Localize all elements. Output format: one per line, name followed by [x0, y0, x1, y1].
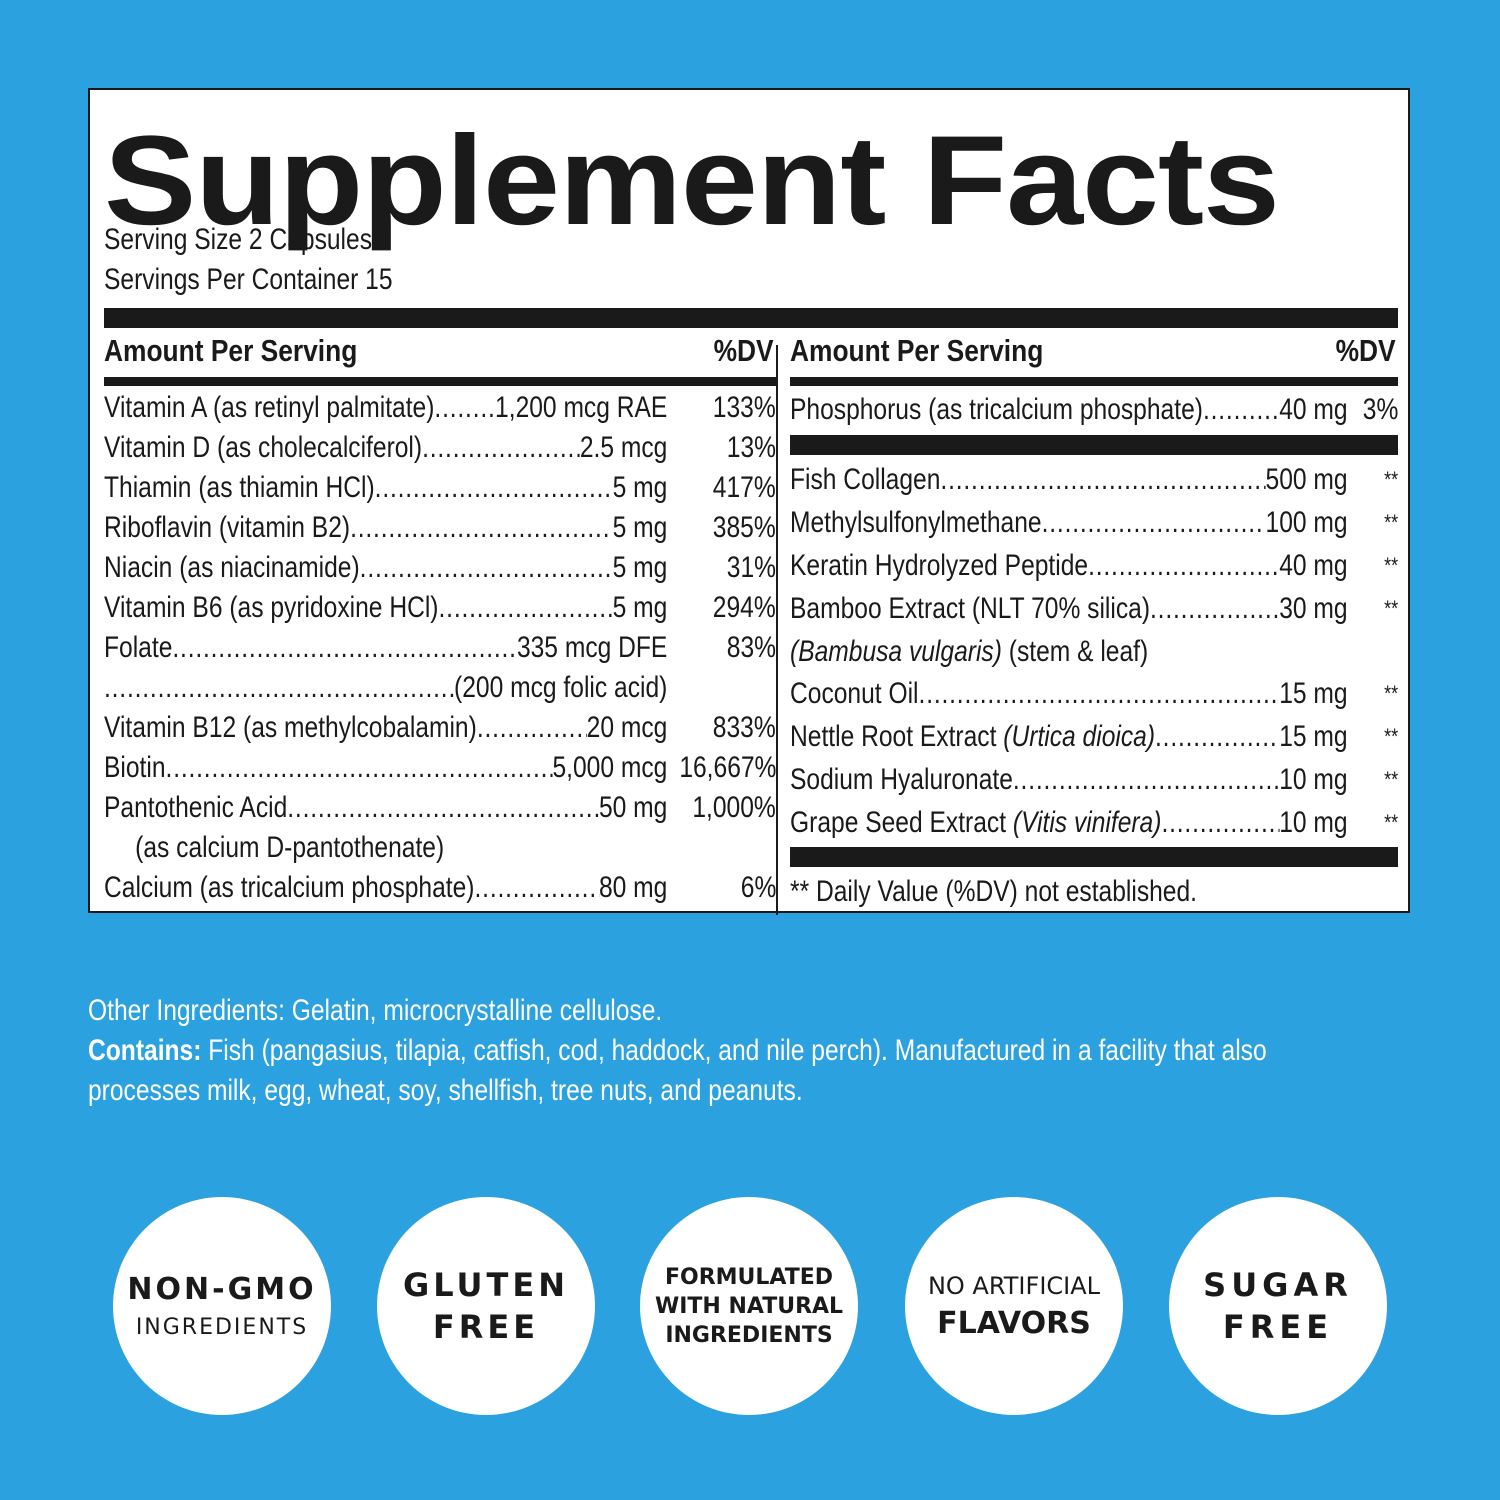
nutrient-row: Vitamin B12 (as methylcobalamin)........… — [104, 711, 776, 744]
right-header-dv: %DV — [1335, 333, 1396, 368]
right-header-amount: Amount Per Serving — [790, 333, 1044, 368]
allergen-facility: processes milk, egg, wheat, soy, shellfi… — [88, 1074, 803, 1107]
column-divider — [776, 345, 778, 915]
badge-natural-ingredients: FORMULATED WITH NATURAL INGREDIENTS — [640, 1197, 858, 1415]
left-header-divider — [104, 377, 778, 386]
nutrient-row: Niacin (as niacinamide).................… — [104, 551, 776, 584]
badge-gluten-free: GLUTEN FREE — [377, 1197, 595, 1415]
servings-per-container: Servings Per Container 15 — [104, 263, 393, 296]
badge-non-gmo: NON-GMO INGREDIENTS — [113, 1197, 331, 1415]
ingredient-row: Bamboo Extract (NLT 70% silica).........… — [790, 592, 1398, 625]
nutrient-row: Calcium (as tricalcium phosphate).......… — [104, 871, 776, 904]
ingredient-row: Keratin Hydrolyzed Peptide..............… — [790, 549, 1398, 582]
nutrient-row: Biotin..................................… — [104, 751, 776, 784]
ingredient-row: Nettle Root Extract (Urtica dioica).....… — [790, 720, 1398, 753]
right-mid-divider — [790, 435, 1398, 455]
ingredient-row: Grape Seed Extract (Vitis vinifera).....… — [790, 806, 1398, 839]
ingredient-row: Coconut Oil.............................… — [790, 677, 1398, 710]
ingredient-row: Sodium Hyaluronate......................… — [790, 763, 1398, 796]
nutrient-row: Vitamin A (as retinyl palmitate)........… — [104, 391, 776, 424]
nutrient-row: ........................................… — [104, 671, 668, 704]
ingredient-row: Methylsulfonylmethane...................… — [790, 506, 1398, 539]
phosphorus-row: Phosphorus (as tricalcium phosphate)....… — [790, 393, 1398, 426]
other-ingredients: Other Ingredients: Gelatin, microcrystal… — [88, 994, 663, 1027]
badge-sugar-free: SUGAR FREE — [1169, 1197, 1387, 1415]
nutrient-row: Folate..................................… — [104, 631, 776, 664]
dv-footnote: ** Daily Value (%DV) not established. — [790, 875, 1198, 908]
top-thick-divider — [104, 308, 1398, 328]
serving-size: Serving Size 2 Capsules — [104, 223, 373, 256]
left-header-dv: %DV — [713, 333, 774, 368]
nutrient-row: Pantothenic Acid........................… — [104, 791, 776, 824]
right-header-divider — [790, 377, 1398, 386]
nutrient-row: Thiamin (as thiamin HCl)................… — [104, 471, 776, 504]
ingredient-row: Fish Collagen...........................… — [790, 463, 1398, 496]
badge-no-artificial-flavors: NO ARTIFICIAL FLAVORS — [905, 1197, 1123, 1415]
nutrient-row: Riboflavin (vitamin B2).................… — [104, 511, 776, 544]
ingredient-row-subtext: (Bambusa vulgaris) (stem & leaf) — [790, 635, 1149, 668]
nutrient-row-subtext: (as calcium D-pantothenate) — [135, 831, 445, 864]
left-header-amount: Amount Per Serving — [104, 333, 358, 368]
label-title: Supplement Facts — [104, 109, 1280, 251]
contains-label: Contains: — [88, 1034, 202, 1067]
supplement-facts-panel: Supplement Facts Serving Size 2 Capsules… — [88, 88, 1410, 915]
nutrient-row: Vitamin D (as cholecalciferol)..........… — [104, 431, 776, 464]
right-bottom-divider — [790, 847, 1398, 867]
nutrient-row: Vitamin B6 (as pyridoxine HCl)..........… — [104, 591, 776, 624]
allergen-contains: Contains: Fish (pangasius, tilapia, catf… — [88, 1034, 1267, 1067]
